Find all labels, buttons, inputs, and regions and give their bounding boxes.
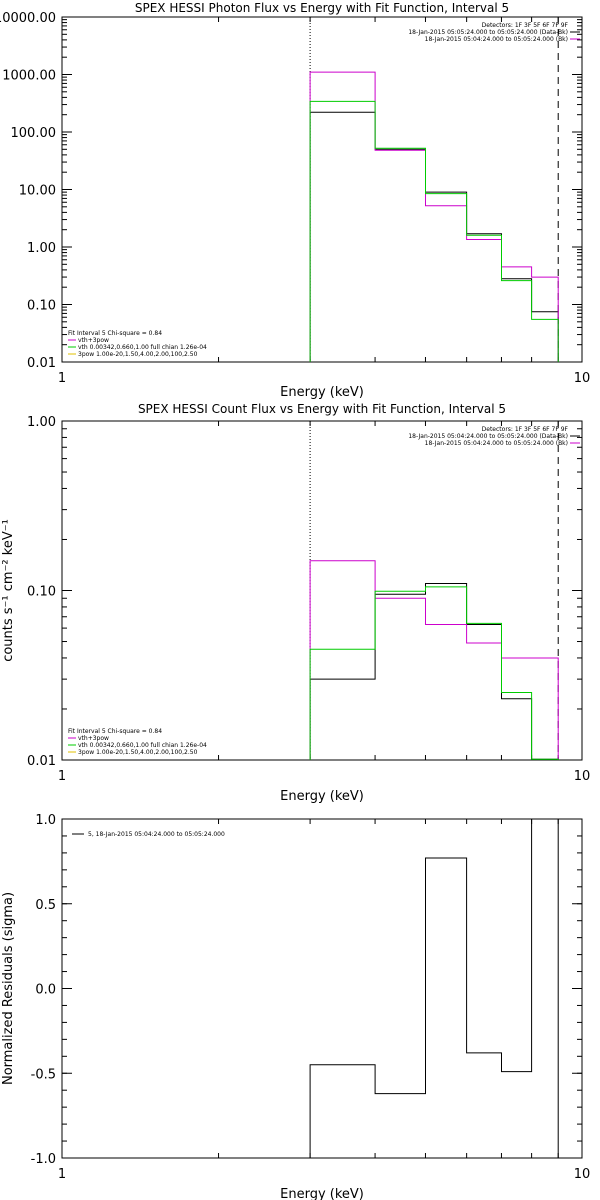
y-tick-label: 1000.00 (2, 69, 56, 84)
x-axis-label: Energy (keV) (280, 385, 364, 400)
x-axis-label: Energy (keV) (280, 1187, 364, 1200)
y-tick-label: 0.5 (35, 898, 56, 913)
y-tick-label: 1.00 (27, 241, 56, 256)
legend-entry-label: 18-Jan-2015 05:04:24.000 to 05:05:24.000… (408, 433, 568, 440)
fit-legend-label: vth 0.00342,0.660,1.00 full chian 1.26e-… (78, 344, 207, 351)
y-axis-label: counts s⁻¹ cm⁻² keV⁻¹ (1, 519, 16, 662)
fit-legend-label: 3pow 1.00e-20,1.50,4.00,2.00,100,2.50 (78, 749, 198, 756)
chart-panel-3: Energy (keV) Normalized Residuals (sigma)… (1, 813, 590, 1200)
fit-legend-label: Fit Interval 5 Chi-square = 0.84 (68, 330, 162, 337)
y-tick-label: 1.00 (27, 415, 56, 430)
x-tick-label: 10 (574, 371, 591, 386)
series-1-histogram (309, 583, 559, 760)
y-tick-label: 10000.00 (0, 11, 56, 26)
x-axis-label: Energy (keV) (280, 789, 364, 804)
legend-header: Detectors: 1F 3F 5F 6F 7F 9F (482, 426, 569, 433)
x-tick-label: 10 (574, 769, 591, 784)
fit-legend-label: vth+3pow (78, 735, 109, 742)
x-tick-label: 10 (574, 1167, 591, 1182)
chart-title: SPEX HESSI Count Flux vs Energy with Fit… (138, 402, 506, 416)
legend-entry-label: 18-Jan-2015 05:04:24.000 to 05:05:24.000… (425, 36, 568, 43)
y-tick-label: 10.00 (19, 184, 56, 199)
plot-frame (61, 420, 583, 761)
fit-legend-label: 3pow 1.00e-20,1.50,4.00,2.00,100,2.50 (78, 351, 198, 358)
y-tick-label: 0.10 (27, 585, 56, 600)
chart-panel-2: SPEX HESSI Count Flux vs Energy with Fit… (1, 402, 590, 804)
y-tick-label: -0.5 (31, 1067, 56, 1082)
y-tick-label: -1.0 (31, 1152, 56, 1167)
series-3-histogram (309, 100, 559, 362)
plot-frame (61, 818, 583, 1159)
y-tick-label: 0.0 (35, 983, 56, 998)
fit-legend-label: vth+3pow (78, 337, 109, 344)
series-2-histogram (309, 71, 559, 362)
legend-entry-label: 18-Jan-2015 05:04:24.000 to 05:05:24.000… (425, 440, 568, 447)
plot-frame (61, 16, 583, 363)
x-tick-label: 1 (58, 1167, 66, 1182)
y-tick-label: 0.10 (27, 299, 56, 314)
series-2-histogram (309, 560, 559, 760)
series-1-histogram (309, 818, 559, 1158)
legend-header: Detectors: 1F 3F 5F 6F 7F 9F (482, 22, 569, 29)
y-tick-label: 0.01 (27, 754, 56, 769)
x-tick-label: 1 (58, 769, 66, 784)
y-tick-label: 100.00 (11, 126, 57, 141)
y-tick-label: 1.0 (35, 813, 56, 828)
series-1-histogram (309, 111, 559, 362)
y-axis-label: Normalized Residuals (sigma) (1, 892, 16, 1085)
fit-legend-label: Fit Interval 5 Chi-square = 0.84 (68, 728, 162, 735)
chart-title: SPEX HESSI Photon Flux vs Energy with Fi… (135, 1, 509, 15)
series-3-histogram (309, 586, 559, 760)
legend-entry-label: 5, 18-Jan-2015 05:04:24.000 to 05:05:24.… (88, 831, 225, 838)
legend-entry-label: 18-Jan-2015 05:05:24.000 to 05:05:24.000… (408, 29, 568, 36)
fit-legend-label: vth 0.00342,0.660,1.00 full chian 1.26e-… (78, 742, 207, 749)
y-tick-label: 0.01 (27, 356, 56, 371)
x-tick-label: 1 (58, 371, 66, 386)
chart-panel-1: SPEX HESSI Photon Flux vs Energy with Fi… (0, 1, 590, 400)
